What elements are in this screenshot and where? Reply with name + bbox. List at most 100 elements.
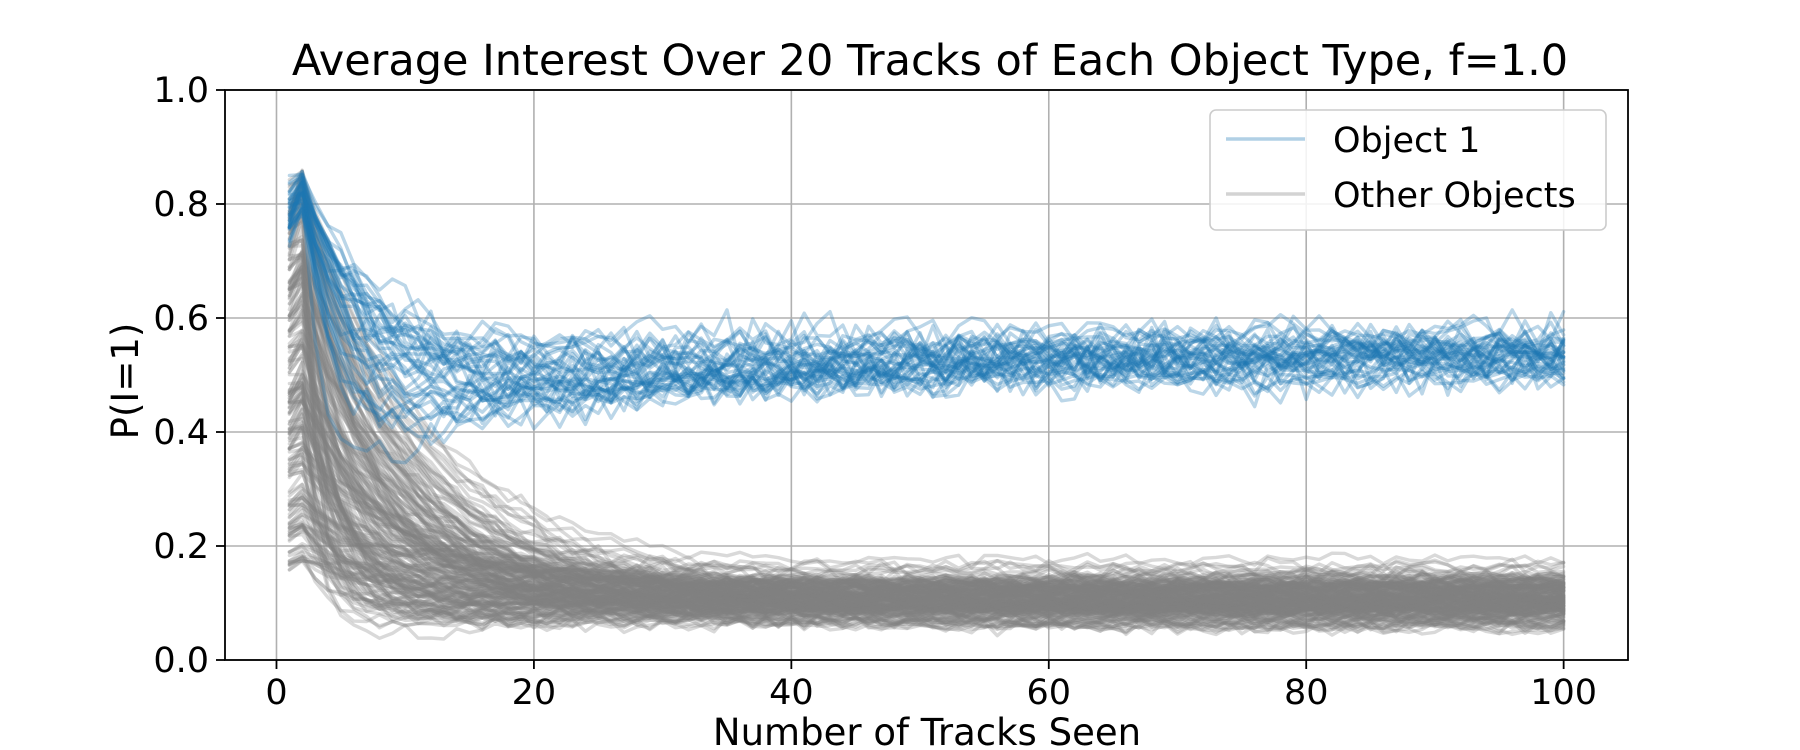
series-trace-line — [287, 436, 1566, 613]
series-trace-line — [287, 383, 1566, 628]
series-trace-line — [287, 186, 1566, 612]
series-trace-line — [287, 308, 1566, 608]
series-trace-line — [287, 202, 1566, 399]
series-trace-line — [287, 397, 1566, 623]
series-trace-line — [287, 372, 1566, 595]
series-trace-line — [287, 262, 1566, 607]
y-tick-label: 1.0 — [153, 71, 209, 111]
series-trace-line — [287, 338, 1566, 606]
series-trace-line — [287, 176, 1566, 406]
series-trace-line — [287, 356, 1566, 602]
x-axis: 0 20 40 60 80 100 — [265, 660, 1597, 713]
series-trace-line — [287, 197, 1566, 609]
series-trace-line — [287, 392, 1566, 619]
series-trace-line — [287, 403, 1566, 581]
series-trace-line — [287, 381, 1566, 618]
chart-title: Average Interest Over 20 Tracks of Each … — [292, 36, 1568, 86]
legend: Object 1 Other Objects — [1209, 109, 1607, 231]
series-trace-line — [287, 169, 1566, 616]
series-trace-line — [287, 210, 1566, 607]
series-trace-line — [287, 198, 1566, 378]
series-trace-line — [287, 344, 1566, 598]
series-trace-line — [287, 291, 1566, 593]
series-trace-line — [287, 524, 1566, 620]
series-trace-line — [287, 212, 1566, 409]
series-trace-line — [287, 482, 1566, 618]
series-trace-line — [287, 549, 1566, 612]
series-trace-line — [287, 261, 1566, 612]
series-trace-line — [287, 440, 1566, 614]
series-trace-line — [287, 234, 1566, 613]
series-trace-line — [287, 523, 1566, 607]
series-trace-line — [287, 528, 1566, 590]
series-trace-line — [287, 300, 1566, 597]
series-trace-line — [287, 269, 1566, 623]
series-trace-line — [287, 555, 1566, 594]
series-trace-line — [287, 492, 1566, 638]
series-trace-line — [287, 180, 1566, 446]
series-trace-line — [287, 376, 1566, 609]
series-trace-line — [287, 175, 1566, 427]
series-trace-line — [287, 238, 1566, 616]
series-trace-line — [287, 383, 1566, 604]
series-trace-line — [287, 309, 1566, 597]
series-trace-line — [287, 208, 1566, 627]
series-trace-line — [287, 372, 1566, 610]
series-trace-line — [287, 373, 1566, 610]
series-trace-line — [287, 177, 1566, 385]
series-trace-line — [287, 425, 1566, 620]
series-trace-line — [287, 555, 1566, 618]
series-trace-line — [287, 176, 1566, 398]
series-trace-line — [287, 311, 1566, 616]
series-trace-line — [287, 253, 1566, 608]
series-trace-line — [287, 191, 1566, 372]
y-tick-label: 0.8 — [153, 185, 209, 225]
series-trace-line — [287, 260, 1566, 600]
series-trace-line — [287, 170, 1566, 407]
series-trace-line — [287, 169, 1566, 621]
series-trace-line — [287, 343, 1566, 607]
series-trace-line — [287, 207, 1566, 614]
series-trace-line — [287, 525, 1566, 593]
axes-frame — [224, 89, 1629, 661]
series-trace-line — [287, 447, 1566, 608]
series-trace-line — [287, 416, 1566, 620]
series-trace-line — [287, 217, 1566, 589]
series-trace-line — [287, 173, 1566, 594]
series-trace-line — [287, 360, 1566, 608]
series-trace-line — [287, 256, 1566, 594]
series-trace-line — [287, 412, 1566, 607]
series-trace-line — [287, 493, 1566, 603]
series-trace-line — [287, 505, 1566, 618]
series-trace-line — [287, 495, 1566, 599]
series-trace-line — [287, 428, 1566, 597]
series-trace-line — [287, 542, 1566, 605]
series-trace-line — [287, 556, 1566, 617]
series-trace-line — [287, 512, 1566, 592]
series-trace-line — [287, 268, 1566, 598]
series-trace-line — [287, 208, 1566, 424]
series-trace-line — [287, 446, 1566, 637]
series-trace-line — [287, 276, 1566, 631]
series-trace-line — [287, 206, 1566, 405]
series-trace-line — [287, 318, 1566, 631]
series-trace-line — [287, 387, 1566, 621]
series-trace-line — [287, 216, 1566, 598]
series-trace-line — [287, 335, 1566, 607]
series-trace-line — [287, 180, 1566, 629]
series-trace-line — [287, 204, 1566, 430]
series-trace-line — [287, 285, 1566, 599]
series-trace-line — [287, 168, 1566, 599]
series-trace-line — [287, 462, 1566, 593]
series-object-1 — [287, 170, 1566, 465]
series-trace-line — [287, 496, 1566, 600]
series-trace-line — [287, 442, 1566, 611]
series-trace-line — [287, 204, 1566, 389]
series-trace-line — [287, 425, 1566, 618]
series-trace-line — [287, 191, 1566, 386]
series-trace-line — [287, 380, 1566, 636]
series-trace-line — [287, 251, 1566, 618]
y-tick-label: 0.4 — [153, 413, 209, 453]
y-tick-label: 0.0 — [153, 641, 209, 681]
